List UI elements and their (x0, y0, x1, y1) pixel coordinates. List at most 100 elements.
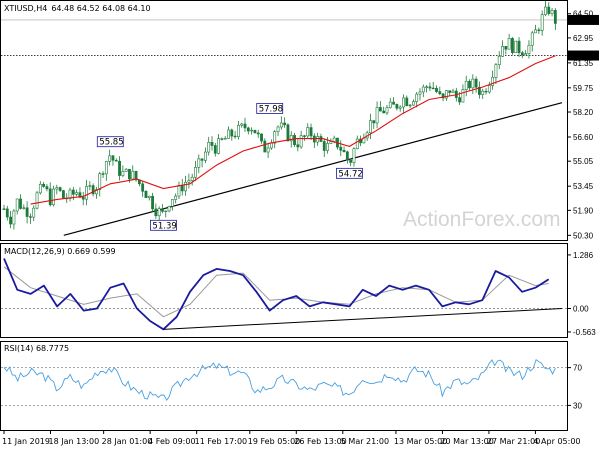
price-annotations: 55.85 51.39 57.98 54.72 (96, 103, 363, 231)
candle-body (299, 135, 303, 148)
candle (425, 85, 428, 93)
candle (203, 147, 207, 164)
candle (256, 129, 260, 138)
candle (42, 181, 46, 188)
candle-body (339, 146, 343, 151)
candle-body (520, 52, 524, 56)
candle (276, 125, 280, 137)
macd-tick-label: 0.00 (573, 305, 589, 314)
candle (504, 45, 508, 55)
candle-body (332, 137, 336, 142)
price-axis: 64.50 62.95 61.35 59.75 58.20 56.60 55.05 53.45… (568, 10, 599, 240)
macd-panel-frame (0, 243, 568, 338)
candle (445, 90, 448, 101)
candle (471, 74, 475, 94)
candle-body (25, 207, 29, 217)
candle (230, 128, 234, 141)
candle-body (184, 181, 187, 192)
candle-body (527, 44, 531, 54)
candle-body (398, 106, 402, 109)
candle-body (144, 191, 148, 198)
candle-body (428, 86, 432, 89)
candle (468, 79, 471, 91)
candle-body (121, 171, 125, 176)
candle-body (382, 110, 386, 114)
candle (38, 181, 42, 195)
candle-body (445, 90, 448, 99)
candle-body (405, 97, 409, 107)
candle (375, 101, 379, 129)
candle (29, 213, 32, 224)
candle (550, 7, 554, 17)
candle (514, 40, 518, 53)
candle-body (461, 89, 465, 103)
candle (322, 138, 326, 157)
macd-lines (1, 258, 567, 331)
candle (22, 204, 26, 210)
candle (388, 97, 392, 109)
candle (121, 165, 125, 178)
candle-body (283, 122, 287, 126)
candle (534, 24, 537, 34)
candle (32, 205, 36, 222)
candle (95, 186, 98, 199)
rsi-tick-label: 30 (573, 401, 582, 410)
time-tick-label: 28 Jan 01:00 (102, 437, 153, 446)
candle-body (164, 210, 168, 213)
candle (352, 147, 356, 167)
candle (537, 27, 541, 34)
candle (484, 88, 488, 95)
candle (2, 204, 6, 210)
candle (461, 84, 465, 103)
candle-body (114, 159, 118, 162)
candle-body (352, 148, 356, 163)
candle-body (550, 10, 554, 14)
candle (415, 91, 419, 108)
candle (101, 171, 105, 178)
candle-body (438, 91, 442, 95)
macd-tick-label: -0.563 (573, 328, 596, 337)
candle-body (530, 32, 534, 46)
time-tick-label: 13 Mar 05:00 (394, 437, 447, 446)
marked-level-label: 61.82 (572, 52, 593, 61)
candle-body (491, 77, 495, 86)
candle (494, 63, 498, 85)
candle (355, 135, 359, 150)
candle (421, 84, 425, 98)
candle-body (174, 195, 178, 200)
candle (382, 106, 386, 114)
time-tick-label: 4 Feb 09:00 (148, 437, 195, 446)
candle (283, 117, 287, 128)
candle (293, 132, 296, 147)
candle (91, 183, 95, 197)
candle-body (326, 143, 329, 151)
candle-body (170, 199, 174, 207)
label-box-frame (336, 167, 363, 179)
candle-body (101, 173, 105, 175)
candle-body (385, 107, 389, 114)
candle (174, 193, 178, 204)
candle-body (501, 45, 504, 57)
candle (220, 137, 224, 141)
candle (161, 204, 164, 214)
candle-body (151, 195, 154, 210)
candle-body (395, 104, 399, 109)
candle-body (230, 129, 234, 137)
candle (260, 133, 263, 144)
candle (164, 210, 168, 218)
candle (418, 88, 422, 101)
candle (167, 205, 171, 213)
candle (339, 140, 343, 157)
candle (187, 173, 191, 189)
candle (520, 50, 524, 59)
candle-body (481, 90, 485, 95)
price-grid-lines (1, 19, 567, 56)
candle-body (286, 124, 290, 142)
time-tick-label: 19 Feb 05:00 (248, 437, 300, 446)
candle-body (42, 183, 46, 187)
watermark: ActionForex.com (403, 208, 561, 231)
candle-body (322, 141, 326, 151)
candle (240, 122, 244, 128)
rsi-panel-frame (0, 341, 568, 431)
